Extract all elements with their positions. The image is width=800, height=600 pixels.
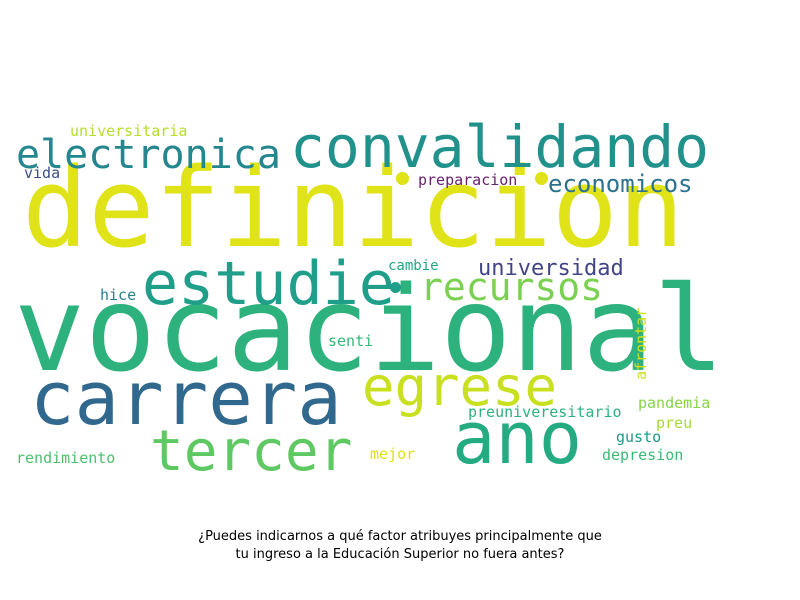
word-depresion: depresion — [602, 446, 684, 464]
caption-line-1: ¿Puedes indicarnos a qué factor atribuye… — [198, 529, 602, 544]
word-rendimiento: rendimiento — [16, 449, 116, 467]
word-vida: vida — [24, 164, 61, 182]
dot-mark — [396, 172, 409, 185]
word-economicos: economicos — [548, 170, 693, 198]
dot-mark — [535, 172, 548, 185]
word-afrontar: afrontar — [632, 307, 650, 380]
word-mejor: mejor — [370, 445, 416, 463]
word-egrese: egrese — [362, 355, 558, 418]
word-cloud: definicion vocacional convalidando carre… — [14, 113, 725, 484]
word-recursos: recursos — [420, 265, 604, 309]
caption-line-2: tu ingreso a la Educación Superior no fu… — [235, 547, 565, 562]
word-preparacion: preparacion — [418, 171, 518, 189]
word-cambie: cambie — [388, 258, 439, 274]
word-definicion: definicion — [22, 144, 685, 272]
word-universitaria: universitaria — [70, 122, 188, 140]
word-ano: ano — [452, 396, 583, 480]
word-vocacional: vocacional — [14, 260, 725, 398]
word-preu: preu — [656, 414, 693, 432]
word-senti: senti — [328, 332, 374, 350]
word-gusto: gusto — [616, 428, 662, 446]
dot-mark — [390, 282, 401, 293]
word-hice: hice — [100, 286, 137, 304]
word-electronica: electronica — [16, 132, 281, 178]
word-tercer: tercer — [150, 419, 353, 484]
word-convalidando: convalidando — [290, 113, 710, 181]
word-estudie: estudie — [142, 249, 395, 319]
word-preuniveresitario: preuniveresitario — [468, 403, 622, 421]
chart-caption: ¿Puedes indicarnos a qué factor atribuye… — [0, 528, 800, 564]
word-carrera: carrera — [30, 356, 342, 442]
word-universidad: universidad — [478, 256, 624, 281]
word-pandemia: pandemia — [638, 394, 711, 412]
